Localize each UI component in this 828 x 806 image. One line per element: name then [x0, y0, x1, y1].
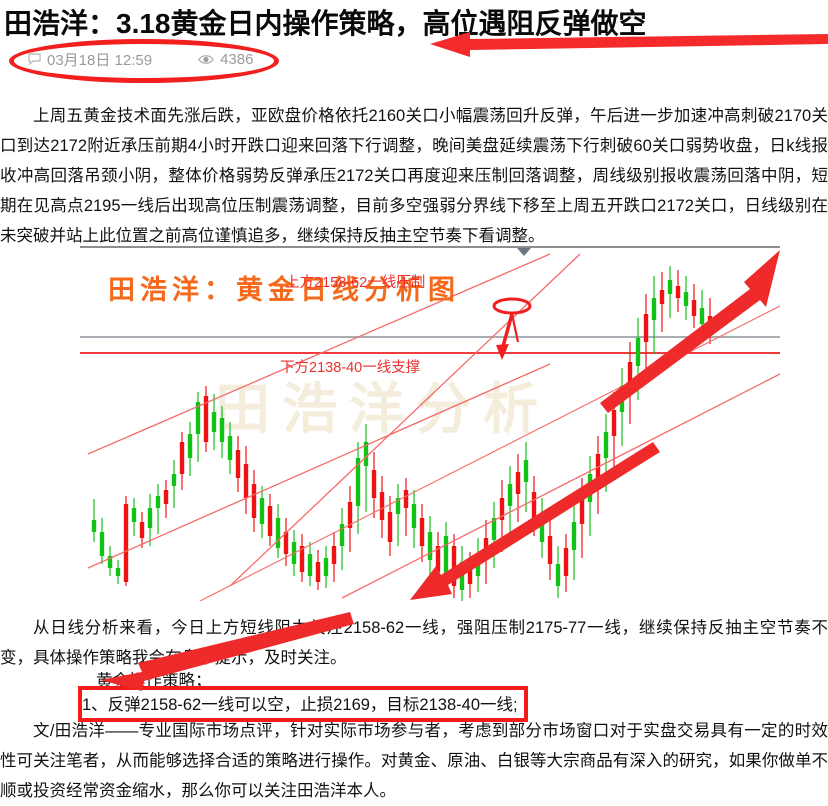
annotation-arrow-down-head — [496, 344, 509, 360]
chart-title: 田浩洋：黄金日线分析图 — [108, 275, 460, 306]
annotation-ellipse-resistance — [492, 297, 532, 315]
trendline-lower — [87, 363, 551, 569]
annotation-arrow-down-shaft — [500, 313, 514, 351]
annotation-ellipse-meta — [9, 39, 279, 83]
strategy-item: 1、反弹2158-62一线可以空，止损2169，目标2138-40一线; — [82, 696, 518, 714]
paragraph-intro: 上周五黄金技术面先涨后跌，亚欧盘价格依托2160关口小幅震荡回升反弹，午后进一步… — [0, 107, 828, 245]
trendline-rising-inner — [229, 253, 581, 587]
trendline-rising-lower — [199, 305, 780, 601]
trendline-rising-outer — [341, 373, 780, 599]
paragraph-analysis: 从日线分析来看，今日上方短线阻力关注2158-62一线，强阻压制2175-77一… — [0, 619, 828, 667]
page-title: 田浩洋：3.18黄金日内操作策略，高位遇阻反弹做空 — [4, 8, 647, 39]
chart-level-line-red — [80, 352, 780, 354]
candlestick-chart: 田浩洋分析 田浩洋：黄金日线分析图 上方2158-62一线压制 下方2138-4… — [80, 246, 780, 601]
paragraph-signature: 文/田浩洋——专业国际市场点评，针对实际市场参与者，考虑到部分市场窗口对于实盘交… — [0, 722, 828, 800]
chart-marker-triangle-icon — [517, 248, 531, 256]
annotation-support-label: 下方2138-40一线支撑 — [280, 360, 421, 376]
trendline-upper — [87, 253, 551, 455]
chart-gridline-gray — [80, 336, 780, 338]
annotation-arrow-down-shaft2 — [510, 313, 520, 343]
annotation-resistance-label: 上方2158-62一线压制 — [285, 275, 426, 291]
candle-series — [91, 266, 713, 601]
chart-top-border — [80, 246, 780, 248]
